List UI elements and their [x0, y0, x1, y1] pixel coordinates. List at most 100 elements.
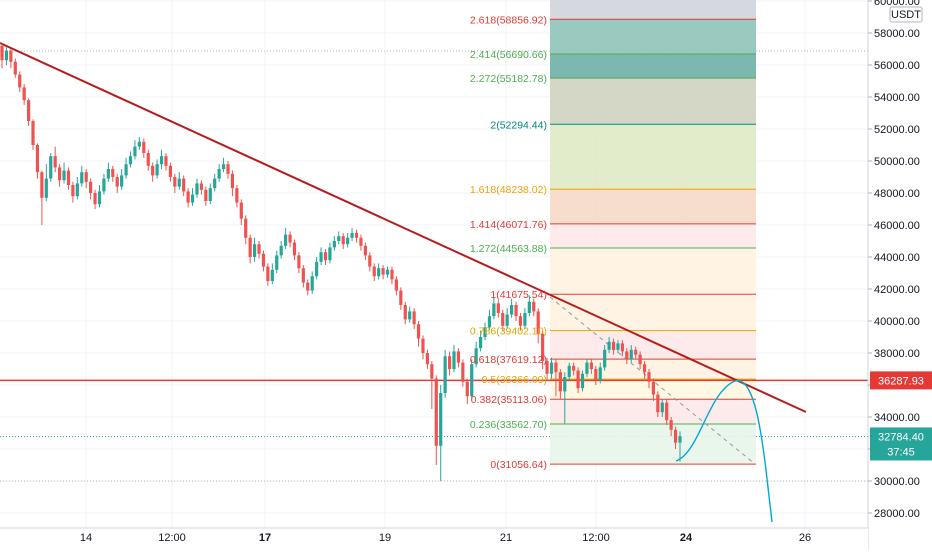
fib-zone: [550, 330, 756, 360]
candle-body: [62, 170, 66, 181]
candle-body: [275, 255, 279, 270]
candle-body: [115, 177, 119, 187]
candle-body: [483, 327, 487, 337]
candle-body: [26, 100, 31, 121]
y-tick-label: 60000.00: [874, 0, 920, 8]
currency-label: USDT: [891, 9, 921, 21]
currency-badge[interactable]: [889, 6, 923, 23]
candle-body: [235, 188, 239, 203]
candle-body: [323, 252, 328, 261]
candle-body: [284, 234, 288, 246]
candle-body: [474, 348, 478, 365]
x-tick-label: 21: [500, 532, 512, 544]
candle-body: [84, 172, 88, 182]
candle-body: [4, 50, 9, 61]
candle-body: [230, 173, 235, 189]
candle-body: [111, 169, 115, 177]
candle-body: [71, 185, 75, 197]
fib-zone: [550, 124, 756, 190]
candle-body: [647, 372, 651, 382]
candle-body: [49, 156, 53, 179]
candle-body: [363, 245, 367, 256]
y-tick-label: 42000.00: [874, 284, 920, 296]
candle-body: [443, 356, 447, 393]
candle-body: [399, 290, 403, 305]
candle-body: [35, 145, 40, 173]
candle-body: [541, 333, 545, 361]
trendline[interactable]: [0, 42, 807, 413]
candle-body: [434, 378, 438, 446]
candle-body: [66, 170, 71, 185]
y-tick-label: 56000.00: [874, 60, 920, 72]
candle-body: [182, 178, 186, 192]
candle-body: [315, 261, 319, 277]
y-tick-label: 34000.00: [874, 412, 920, 424]
candle-body: [372, 266, 376, 277]
candle-body: [465, 381, 469, 397]
fib-zone: [550, 399, 756, 424]
candle-body: [439, 393, 443, 446]
candle-body: [390, 269, 394, 280]
candle-body: [638, 354, 642, 365]
y-tick-label: 38000.00: [874, 348, 920, 360]
candle-body: [306, 282, 310, 291]
candle-body: [359, 237, 363, 246]
candle-body: [563, 377, 567, 392]
candle-body: [607, 341, 611, 350]
candle-body: [124, 164, 128, 176]
horizontal-line-price-label: 36287.93: [878, 375, 924, 387]
x-tick-label: 17: [259, 532, 271, 544]
candle-body: [629, 349, 633, 360]
candle-body: [120, 175, 124, 187]
candle-body: [377, 268, 381, 277]
candle-body: [266, 266, 270, 281]
candle-body: [354, 233, 359, 238]
candle-body: [572, 365, 576, 371]
projected-path: [675, 380, 773, 523]
candle-body: [665, 402, 669, 421]
candle-body: [310, 276, 314, 291]
fib-label: 1.414(46071.76): [470, 219, 547, 231]
candle-body: [576, 370, 580, 389]
candle-body: [319, 252, 323, 262]
fib-label: 2.414(56690.66): [470, 49, 547, 61]
fib-label: 0.382(35113.06): [471, 394, 547, 406]
fib-zone: [550, 53, 756, 79]
candle-body: [385, 269, 390, 275]
fib-label: 0.5(36366.09): [482, 374, 547, 386]
x-tick-label: 14: [80, 532, 92, 544]
candle-body: [128, 156, 133, 165]
candle-body: [394, 279, 398, 291]
candle-body: [93, 193, 97, 205]
candle-body: [151, 165, 155, 176]
candle-body: [328, 247, 332, 261]
last-price-label: 32784.40: [878, 431, 924, 443]
candle-body: [190, 194, 195, 203]
candle-body: [527, 301, 531, 313]
fib-label: 0.618(37619.12): [470, 354, 547, 366]
candle-body: [239, 202, 243, 219]
candle-body: [204, 189, 208, 201]
candle-body: [137, 141, 141, 147]
y-tick-label: 48000.00: [874, 188, 920, 200]
y-tick-label: 46000.00: [874, 220, 920, 232]
time-axis-bg: [0, 528, 868, 550]
candle-body: [102, 178, 106, 192]
candle-body: [567, 365, 571, 377]
candle-body: [244, 218, 248, 238]
candle-body: [173, 177, 177, 187]
candle-body: [505, 314, 509, 326]
candle-body: [346, 237, 350, 245]
x-tick-label: 12:00: [158, 532, 186, 544]
candle-body: [368, 255, 372, 267]
candle-body: [510, 305, 514, 315]
candle-body: [656, 394, 660, 413]
candle-body: [616, 343, 620, 350]
candle-body: [252, 244, 257, 257]
candle-body: [58, 167, 62, 181]
candle-body: [89, 181, 93, 193]
candle-body: [146, 153, 150, 166]
candle-body: [430, 364, 434, 379]
